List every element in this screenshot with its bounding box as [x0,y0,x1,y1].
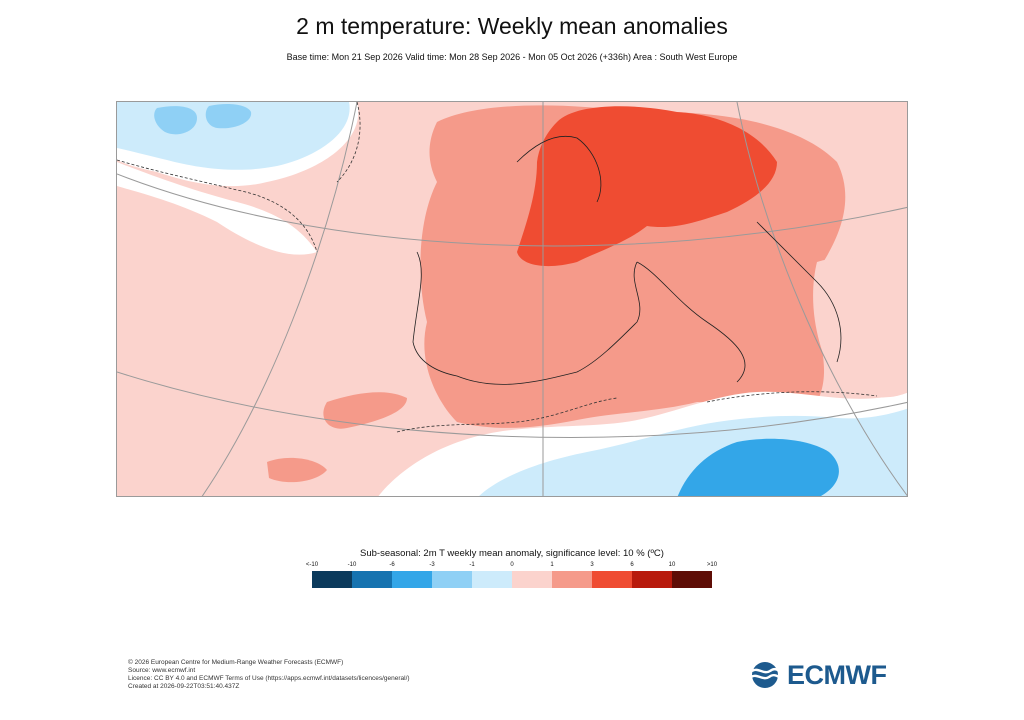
legend-tick-labels: <-10 -10 -6 -3 -1 0 1 3 6 10 >10 [306,562,717,572]
ecmwf-logo: ECMWF [748,659,887,690]
legend-swatch [392,571,432,588]
legend-tick-label: -3 [429,562,435,568]
legend-swatch [512,571,552,588]
footer: © 2026 European Centre for Medium-Range … [128,659,410,691]
coastline-france [516,135,602,203]
footer-created: Created at 2026-09-22T03:51:40.437Z [128,683,240,690]
graticule-lon-west [201,102,358,496]
contour-nw-2 [336,102,361,183]
contour-nw [117,159,318,253]
legend-color-bar [312,571,712,588]
contour-south [396,397,618,433]
graticule [117,102,907,496]
footer-source: Source: www.ecmwf.int [128,667,196,674]
legend-tick-label: 3 [590,562,594,568]
legend-tick-label: 10 [668,562,676,568]
legend-swatch [432,571,472,588]
coastline-italy [636,261,746,383]
legend-tick-label: >10 [706,562,718,568]
coastline-iberia [412,251,641,385]
coastlines [412,135,842,385]
ecmwf-logo-icon [750,662,780,688]
legend-swatch [472,571,512,588]
legend-tick-label: -1 [469,562,475,568]
anomaly-zone-blue-nw-1 [154,106,197,135]
graticule-lat-north [117,173,907,247]
anomaly-zone-neutral-band [117,162,317,255]
legend-swatch [632,571,672,588]
anomaly-zone-blue-nw-2 [205,104,252,129]
footer-licence: Licence: CC BY 4.0 and ECMWF Terms of Us… [128,675,410,682]
anomaly-zone-3-to-6 [517,106,777,267]
legend-tick-label: 6 [630,562,634,568]
legend-tick-label: -10 [347,562,357,568]
chart-title: 2 m temperature: Weekly mean anomalies [296,13,728,39]
anomaly-map-svg [117,102,907,496]
graticule-lat-south [117,371,907,439]
anomaly-map [116,101,908,497]
significance-contours [117,102,878,433]
contour-med [706,391,878,403]
legend-swatch [312,571,352,588]
legend-tick-label: 0 [510,562,514,568]
legend-tick-label: -6 [389,562,395,568]
legend-swatch [552,571,592,588]
chart-subtitle: Base time: Mon 21 Sep 2026 Valid time: M… [286,52,738,62]
legend-swatch [672,571,712,588]
anomaly-zone-1-to-3-atlantic [323,392,407,429]
ecmwf-logo-text: ECMWF [787,659,887,690]
anomaly-zone-1-to-3-canaries [267,457,327,483]
footer-copyright: © 2026 European Centre for Medium-Range … [128,659,344,666]
legend-tick-label: <-10 [305,562,319,568]
legend-swatch [592,571,632,588]
coastline-balkans [756,221,842,363]
graticule-lon-east [736,102,907,496]
anomaly-zone-0-to-1-east [813,257,907,398]
legend-title: Sub-seasonal: 2m T weekly mean anomaly, … [360,548,664,559]
legend-swatch [352,571,392,588]
legend-tick-label: 1 [550,562,554,568]
anomaly-zone-blue-mediterranean [677,438,839,496]
